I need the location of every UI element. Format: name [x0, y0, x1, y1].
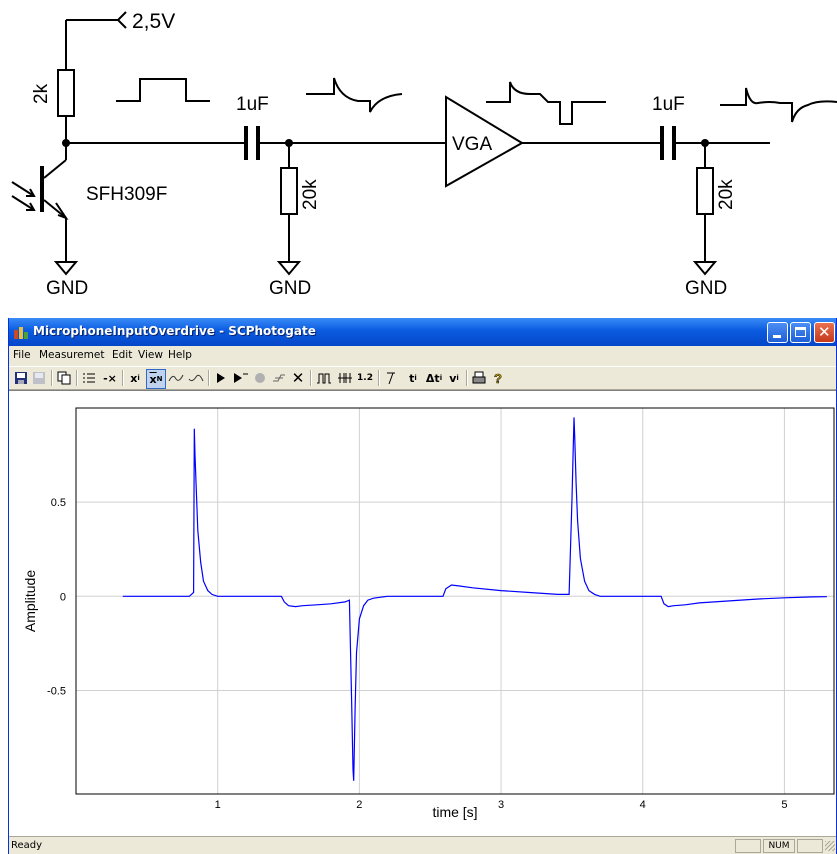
pulse-icon[interactable]: [315, 369, 333, 387]
menu-bar: File Measuremet Edit View Help: [9, 346, 836, 366]
gnd-label-2: GND: [269, 278, 311, 299]
menu-file[interactable]: File: [13, 349, 31, 361]
record-icon[interactable]: [252, 369, 268, 387]
t-i-label: t: [409, 371, 415, 385]
menu-help[interactable]: Help: [168, 349, 192, 361]
curve-fall-icon[interactable]: [187, 369, 205, 387]
toolbar-separator: [76, 370, 78, 386]
y-tick-label: -0.5: [47, 685, 66, 697]
vga-label: VGA: [452, 134, 492, 155]
menu-edit[interactable]: Edit: [112, 349, 133, 361]
delta-t-label: Δt: [425, 371, 440, 385]
v-i-label: v: [449, 371, 457, 385]
photogate-app-icon[interactable]: [13, 324, 29, 340]
x-tick-label: 4: [640, 799, 646, 811]
cap2-label: 1uF: [652, 94, 685, 115]
amplitude-chart[interactable]: 1 2 3 4 5 0.5 0 -0.5 time [s] Amplitude: [9, 391, 837, 837]
x-tick-label: 5: [781, 799, 787, 811]
circuit-schematic: 2,5V 2k 1uF 20k VGA 1uF 20k SFH309F GND …: [11, 10, 837, 299]
resize-grip-icon[interactable]: [825, 841, 835, 851]
status-pane-empty: [735, 839, 761, 853]
toolbar-separator: [310, 370, 312, 386]
x-tick-label: 3: [498, 799, 504, 811]
plot-area[interactable]: 1 2 3 4 5 0.5 0 -0.5 time [s] Amplitude: [9, 390, 837, 837]
toolbar-separator: [378, 370, 380, 386]
gnd-label-1: GND: [46, 278, 88, 299]
resistor3-label: 20k: [716, 179, 737, 210]
svg-text:?: ?: [494, 371, 502, 385]
y-axis-label: Amplitude: [22, 570, 38, 632]
toolbar-separator: [466, 370, 468, 386]
curve-rise-icon[interactable]: [167, 369, 185, 387]
transistor-label: SFH309F: [86, 184, 167, 205]
close-icon: ✕: [818, 323, 831, 341]
print-icon[interactable]: [471, 369, 487, 387]
amplitude-trace: [122, 417, 827, 781]
menu-measurement[interactable]: Measuremet: [39, 349, 105, 361]
toolbar-separator: [122, 370, 124, 386]
chart-grid: [76, 408, 834, 794]
resistor1-label: 2k: [31, 83, 52, 104]
app-window: MicrophoneInputOverdrive - SCPhotogate ✕…: [8, 318, 837, 854]
y-tick-label: 0: [60, 591, 66, 603]
disk-icon[interactable]: [31, 369, 47, 387]
plot-frame: [75, 407, 835, 795]
minus-x-icon[interactable]: -×: [103, 371, 117, 385]
cross-icon[interactable]: ✕: [291, 369, 305, 387]
y-tick-label: 0.5: [51, 497, 66, 509]
supply-label: 2,5V: [132, 10, 175, 33]
decimal-icon[interactable]: 1.2: [357, 373, 373, 383]
window-title: MicrophoneInputOverdrive - SCPhotogate: [33, 324, 316, 338]
status-num-indicator: NUM: [763, 839, 795, 853]
help-icon[interactable]: ?: [490, 369, 506, 387]
cap1-label: 1uF: [236, 94, 269, 115]
maximize-icon: [795, 327, 806, 337]
gnd-label-3: GND: [685, 278, 727, 299]
save-icon[interactable]: [13, 369, 29, 387]
status-pane-empty: [797, 839, 823, 853]
x-tick-label: 2: [356, 799, 362, 811]
copy-icon[interactable]: [56, 369, 72, 387]
x-tick-label: 1: [215, 799, 221, 811]
delta-t-icon[interactable]: Δt i: [425, 371, 443, 385]
resistor2-label: 20k: [300, 179, 321, 210]
title-bar[interactable]: MicrophoneInputOverdrive - SCPhotogate ✕: [9, 318, 836, 346]
toolbar-separator: [51, 370, 53, 386]
close-button[interactable]: ✕: [814, 322, 835, 343]
x-axis-label: time [s]: [432, 804, 477, 820]
minimize-button[interactable]: [767, 322, 788, 343]
play-icon[interactable]: [213, 369, 229, 387]
pulse-double-icon[interactable]: [336, 369, 354, 387]
maximize-button[interactable]: [790, 322, 811, 343]
list-icon[interactable]: [81, 369, 97, 387]
menu-view[interactable]: View: [138, 349, 163, 361]
x-i-label: x: [130, 371, 138, 385]
status-bar: Ready NUM: [9, 836, 836, 854]
status-text: Ready: [11, 840, 43, 851]
x-n-label: x: [149, 372, 157, 386]
play-marker-icon[interactable]: [232, 369, 250, 387]
time-tool-icon[interactable]: [383, 369, 399, 387]
minimize-icon: [773, 335, 781, 338]
toolbar-separator: [208, 370, 210, 386]
chart-ticks: 1 2 3 4 5 0.5 0 -0.5: [47, 497, 787, 811]
trigger-icon[interactable]: [271, 369, 287, 387]
